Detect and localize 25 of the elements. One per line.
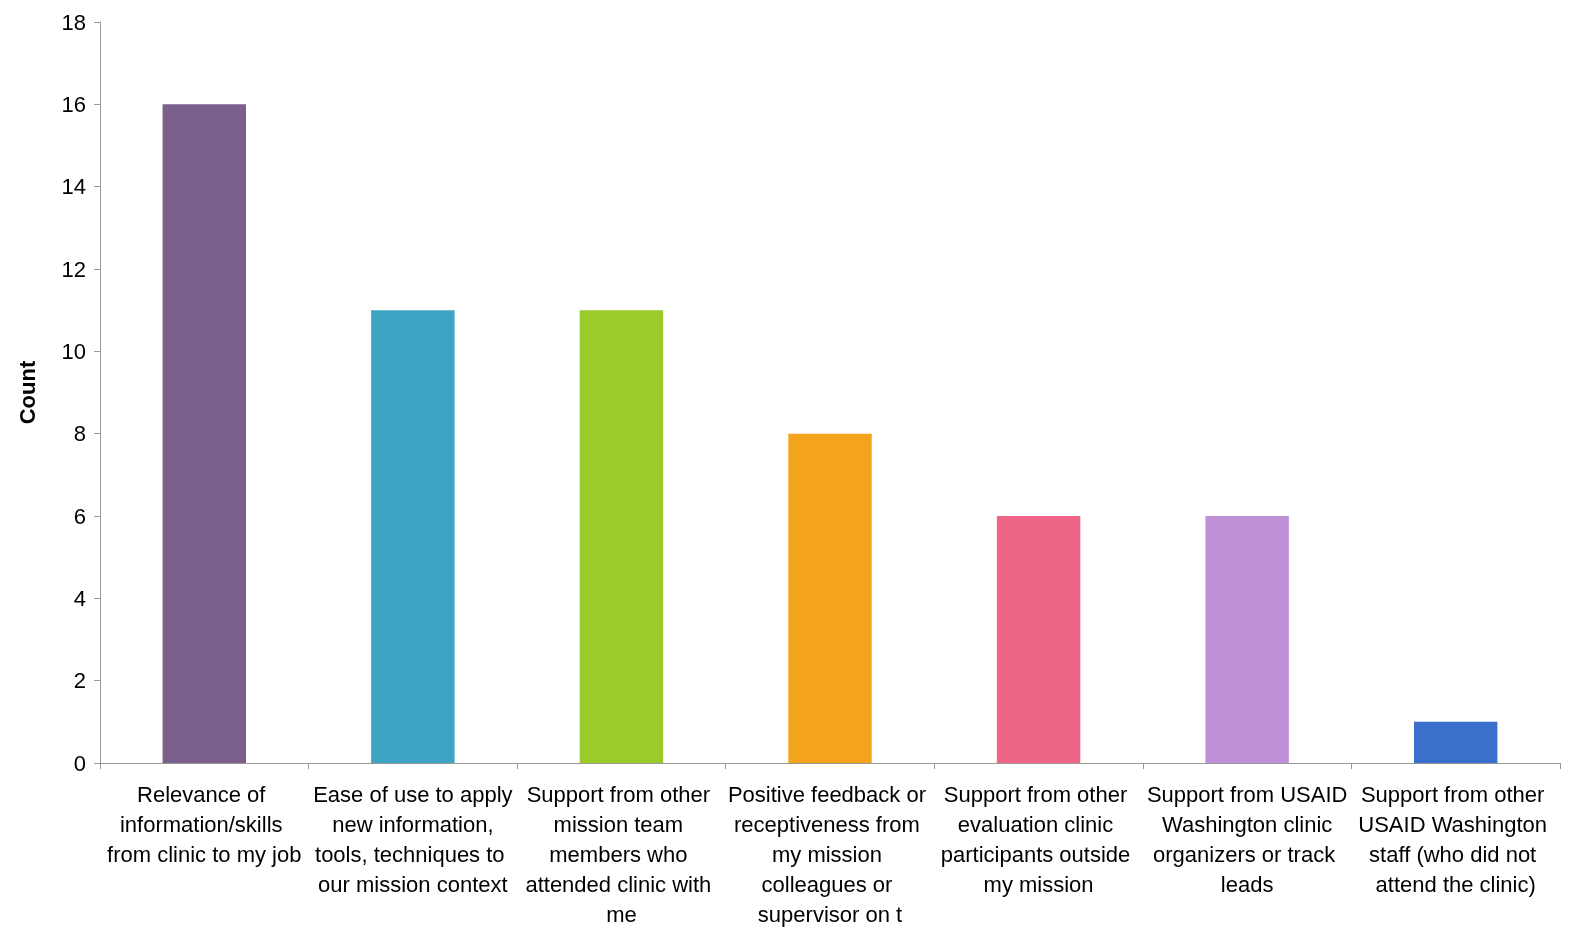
y-tick-label: 4 (73, 585, 86, 611)
y-tick-label: 12 (61, 256, 86, 282)
y-axis-title: Count (14, 360, 40, 425)
y-tick-label: 14 (61, 174, 86, 200)
x-tick-label: Support from other USAID Washington staff (who did not attend the clinic) (1358, 781, 1554, 897)
bar (579, 310, 664, 763)
bar (1414, 721, 1498, 763)
x-tick-label: Ease of use to apply new information, tools, techniques to our mission context (313, 781, 513, 897)
y-tick-label: 6 (73, 503, 86, 529)
x-tick-label: Support from other mission team members who attended clinic with me (525, 781, 718, 927)
y-tick-label: 16 (61, 91, 86, 117)
y-tick-label: 2 (73, 668, 86, 694)
x-tick-label: Support from other evaluation clinic participants outside my mission (940, 781, 1137, 897)
x-tick-label: Support from USAID Washington clinic organizers or track leads (1146, 781, 1348, 897)
x-tick-label: Positive feedback or receptiveness from my mission colleagues or supervisor on t (727, 781, 933, 927)
y-tick-label: 18 (61, 9, 86, 35)
bar (371, 310, 455, 763)
y-tick-label: 10 (61, 338, 86, 364)
y-tick-label: 0 (73, 750, 86, 776)
bar (996, 516, 1081, 763)
x-tick-label: Relevance of information/skills from clinic to my job (107, 781, 302, 867)
bar (1205, 516, 1289, 763)
y-tick-label: 8 (73, 421, 86, 447)
bar (162, 104, 246, 763)
bar (788, 433, 872, 763)
